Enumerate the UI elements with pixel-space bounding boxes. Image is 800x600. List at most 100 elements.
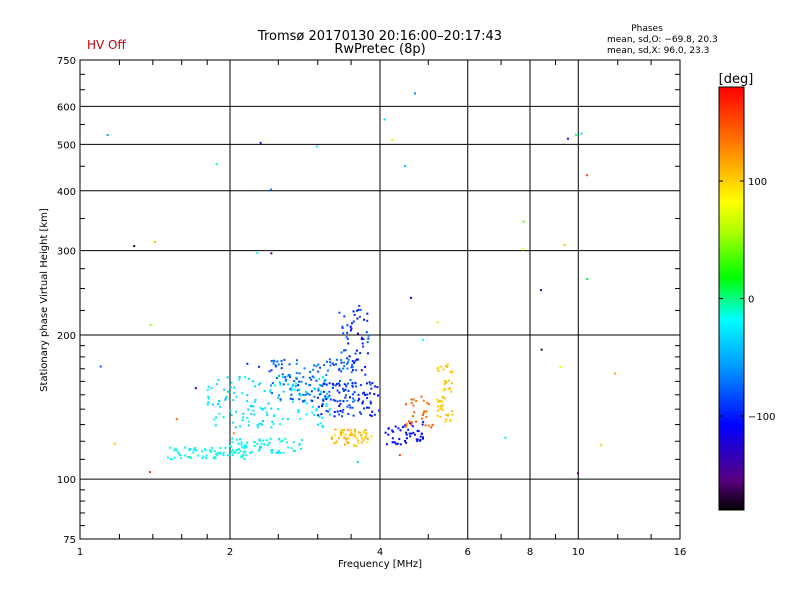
echo-point — [271, 420, 274, 423]
echo-point — [351, 360, 354, 363]
echo-point — [219, 446, 222, 449]
echo-point — [290, 393, 293, 396]
echo-point — [237, 442, 240, 445]
echo-point — [338, 311, 341, 314]
echo-point — [246, 400, 249, 403]
echo-point — [315, 379, 318, 382]
echo-point — [355, 444, 358, 447]
echo-point — [270, 407, 273, 410]
echo-point — [312, 376, 315, 379]
echo-point — [259, 445, 262, 448]
echo-point — [364, 436, 367, 439]
echo-point — [308, 384, 311, 387]
echo-point — [422, 399, 425, 402]
echo-point — [310, 390, 313, 393]
echo-point — [349, 325, 352, 328]
echo-point — [417, 430, 420, 433]
echo-point — [326, 369, 329, 372]
echo-point — [284, 437, 287, 440]
echo-point — [351, 433, 354, 436]
echo-point — [421, 436, 424, 439]
echo-point — [427, 424, 430, 427]
echo-point — [425, 415, 428, 418]
echo-point — [405, 425, 408, 428]
echo-point — [323, 379, 326, 382]
echo-point — [347, 428, 350, 431]
echo-point — [277, 451, 280, 454]
echo-point — [256, 442, 259, 445]
echo-point — [305, 413, 308, 416]
x-tick-label: 16 — [674, 547, 687, 558]
echo-point — [347, 358, 350, 361]
echo-point — [366, 341, 369, 344]
echo-point — [282, 451, 285, 454]
echo-point — [232, 421, 235, 424]
echo-point — [219, 406, 222, 409]
echo-point — [223, 388, 226, 391]
echo-point — [341, 411, 344, 414]
echo-point — [338, 380, 341, 383]
colorbar-label: [deg] — [719, 72, 754, 87]
echo-point — [410, 401, 413, 404]
echo-point — [368, 381, 371, 384]
x-tick-label: 1 — [77, 547, 83, 558]
echo-point — [336, 389, 339, 392]
echo-point — [348, 404, 351, 407]
echo-point — [285, 378, 288, 381]
echo-point — [297, 409, 300, 412]
echo-point — [295, 377, 298, 380]
echo-point — [311, 375, 314, 378]
echo-point — [315, 408, 318, 411]
echo-point — [318, 377, 321, 380]
echo-point — [254, 385, 257, 388]
echo-point — [238, 376, 241, 379]
echo-point — [265, 439, 268, 442]
echo-point — [392, 430, 395, 433]
echo-point — [310, 378, 313, 381]
echo-point — [218, 400, 221, 403]
echo-point — [354, 444, 357, 447]
echo-point — [316, 396, 319, 399]
echo-point — [366, 441, 369, 444]
echo-point — [333, 410, 336, 413]
echo-point — [293, 380, 296, 383]
echo-point — [241, 446, 244, 449]
echo-point — [298, 392, 301, 395]
echo-point — [226, 390, 229, 393]
echo-point — [344, 433, 347, 436]
echo-point — [422, 420, 425, 423]
echo-point — [442, 396, 445, 399]
echo-point — [210, 446, 213, 449]
echo-point — [246, 441, 249, 444]
y-tick-label: 500 — [57, 140, 76, 151]
echo-point — [354, 359, 357, 362]
echo-point — [243, 444, 246, 447]
x-tick-label: 4 — [377, 547, 383, 558]
echo-point — [313, 414, 316, 417]
echo-point — [334, 428, 337, 431]
echo-point — [346, 399, 349, 402]
echo-point — [340, 358, 343, 361]
echo-point — [387, 427, 390, 430]
echo-point — [349, 378, 352, 381]
echo-point — [341, 325, 344, 328]
echo-point — [450, 371, 453, 374]
echo-point — [314, 388, 317, 391]
echo-point — [202, 455, 205, 458]
echo-point — [205, 454, 208, 457]
echo-point — [133, 245, 136, 248]
echo-point — [242, 416, 245, 419]
echo-point — [421, 417, 424, 420]
y-tick-label: 750 — [57, 56, 76, 67]
echo-point — [269, 188, 272, 191]
echo-point — [384, 431, 387, 434]
echo-point — [278, 423, 281, 426]
colorbar-tick-label: −100 — [748, 412, 775, 423]
echo-point — [204, 449, 207, 452]
echo-point — [343, 436, 346, 439]
echo-point — [421, 423, 424, 426]
echo-point — [235, 438, 238, 441]
echo-point — [299, 394, 302, 397]
echo-point — [217, 403, 220, 406]
echo-point — [249, 452, 252, 455]
